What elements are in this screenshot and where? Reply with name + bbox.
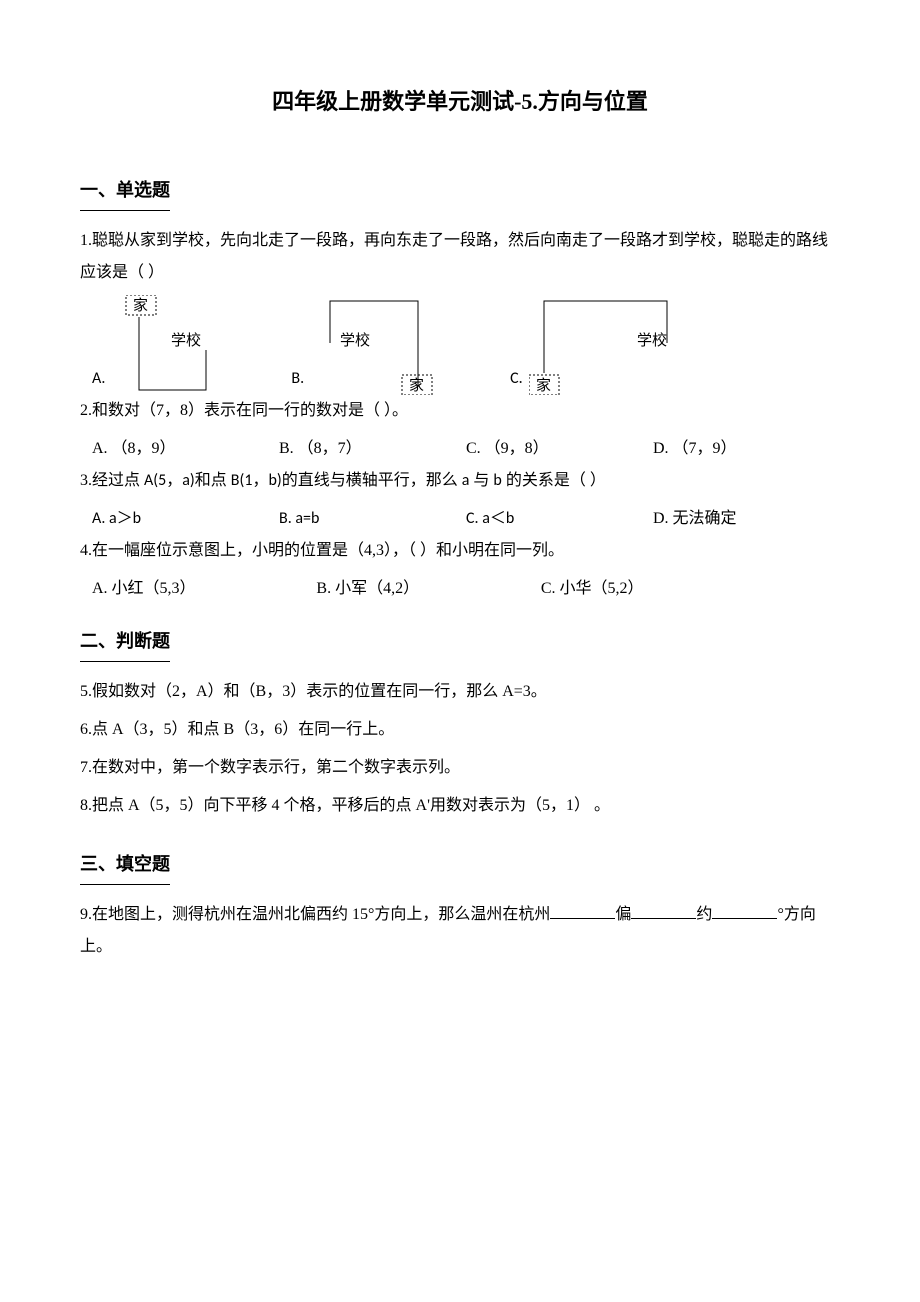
q2-option-a: A. （8，9）	[92, 433, 279, 465]
section-heading-3: 三、填空题	[80, 846, 170, 885]
label-school: 学校	[637, 332, 667, 349]
section-heading-1: 一、单选题	[80, 172, 170, 211]
q3-text: 3.经过点 A(5，a)和点 B(1，b)的直线与横轴平行，那么 a 与 b 的…	[80, 465, 840, 497]
q9-text: 9.在地图上，测得杭州在温州北偏西约 15°方向上，那么温州在杭州偏约°方向上。	[80, 899, 840, 963]
q5-text: 5.假如数对（2，A）和（B，3）表示的位置在同一行，那么 A=3。	[80, 676, 840, 708]
label-home: 家	[133, 297, 148, 314]
q8-text: 8.把点 A（5，5）向下平移 4 个格，平移后的点 A'用数对表示为（5，1）…	[80, 790, 840, 822]
label-home: 家	[409, 377, 424, 394]
q2-text: 2.和数对（7，8）表示在同一行的数对是（ ）。	[80, 395, 840, 427]
q1-text: 1.聪聪从家到学校，先向北走了一段路，再向东走了一段路，然后向南走了一段路才到学…	[80, 225, 840, 289]
q4-text: 4.在一幅座位示意图上，小明的位置是（4,3），（ ）和小明在同一列。	[80, 535, 840, 567]
q3-option-b: B. a=b	[279, 503, 466, 535]
q4-option-b: B. 小军（4,2）	[316, 573, 540, 605]
blank-3	[712, 902, 777, 919]
option-label: A.	[92, 363, 105, 395]
q1-diagram-b: 学校 家	[310, 295, 450, 395]
blank-2	[631, 902, 696, 919]
q1-option-c: C. 家 学校	[510, 295, 699, 395]
option-label: C.	[510, 363, 523, 395]
q3-option-a: A. a＞b	[92, 503, 279, 535]
q4-options: A. 小红（5,3） B. 小军（4,2） C. 小华（5,2）	[92, 573, 840, 605]
q2-option-d: D. （7，9）	[653, 433, 840, 465]
label-school: 学校	[171, 332, 201, 349]
q3-option-d: D. 无法确定	[653, 503, 840, 535]
q1-diagram-a: 家 学校	[111, 295, 231, 395]
section-heading-2: 二、判断题	[80, 623, 170, 662]
q2-option-b: B. （8，7）	[279, 433, 466, 465]
q3-option-c: C. a＜b	[466, 503, 653, 535]
q2-options: A. （8，9） B. （8，7） C. （9，8） D. （7，9）	[92, 433, 840, 465]
q1-option-a: A. 家 学校	[92, 295, 231, 395]
q7-text: 7.在数对中，第一个数字表示行，第二个数字表示列。	[80, 752, 840, 784]
q4-option-c: C. 小华（5,2）	[541, 573, 840, 605]
q2-option-c: C. （9，8）	[466, 433, 653, 465]
q4-option-a: A. 小红（5,3）	[92, 573, 316, 605]
q6-text: 6.点 A（3，5）和点 B（3，6）在同一行上。	[80, 714, 840, 746]
page-title: 四年级上册数学单元测试-5.方向与位置	[80, 80, 840, 124]
label-home: 家	[536, 377, 551, 394]
q1-diagram-c: 家 学校	[529, 295, 699, 395]
q1-options: A. 家 学校 B. 学校 家 C. 家 学校	[92, 295, 840, 395]
q3-options: A. a＞b B. a=b C. a＜b D. 无法确定	[92, 503, 840, 535]
label-school: 学校	[340, 332, 370, 349]
blank-1	[550, 902, 615, 919]
option-label: B.	[291, 363, 304, 395]
q1-option-b: B. 学校 家	[291, 295, 450, 395]
